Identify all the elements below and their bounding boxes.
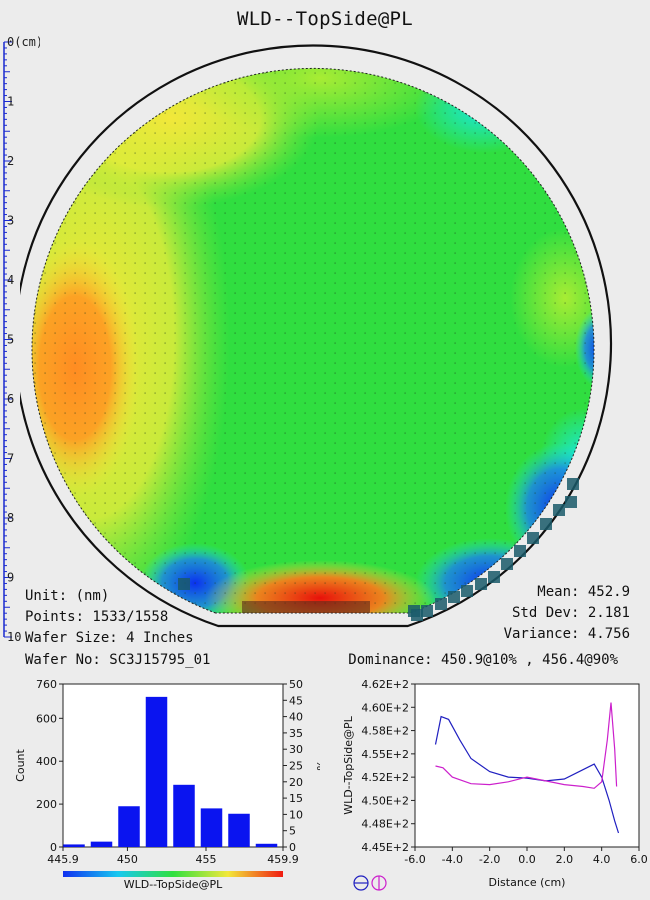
defect-square (565, 496, 577, 508)
y-tick-label: 0 (50, 841, 57, 854)
y-tick-label: 4.55E+2 (361, 748, 409, 761)
ruler-label: 4 (7, 273, 14, 287)
y2-tick-label: 50 (289, 678, 303, 691)
y-tick-label: 4.48E+2 (361, 818, 409, 831)
defect-square (488, 571, 500, 583)
defect-block (242, 601, 370, 613)
histogram-bar (145, 696, 168, 847)
page-title: WLD--TopSide@PL (236, 8, 414, 30)
y2-tick-label: 10 (289, 808, 303, 821)
defect-square (421, 605, 433, 617)
dominance-label: Dominance: 450.9@10% , 456.4@90% (348, 652, 618, 668)
x-tick-label: 2.0 (556, 853, 574, 866)
y2-tick-label: 30 (289, 743, 303, 756)
y2-tick-label: 15 (289, 792, 303, 805)
defect-square (435, 598, 447, 610)
defect-square (514, 545, 526, 557)
y-tick-label: 4.58E+2 (361, 725, 409, 738)
defect-square (475, 578, 487, 590)
mean-label: Mean: 452.9 (537, 584, 630, 600)
y2-tick-label: 35 (289, 727, 303, 740)
x-tick-label: -6.0 (404, 853, 425, 866)
defect-square (178, 578, 190, 590)
wafer-size-label: Wafer Size: 4 Inches (25, 630, 194, 646)
defect-square (540, 518, 552, 530)
ruler-label: 7 (7, 452, 14, 466)
y-axis-label: Count (14, 748, 27, 781)
x-tick-label: 4.0 (593, 853, 611, 866)
y2-axis-label: % (314, 760, 320, 770)
histogram-bar (228, 813, 250, 847)
x-tick-label: 450 (117, 853, 138, 866)
y2-tick-label: 45 (289, 694, 303, 707)
variance-label: Variance: 4.756 (503, 626, 630, 642)
defect-square (527, 532, 539, 544)
x-tick-label: -2.0 (479, 853, 500, 866)
x-axis-label: WLD--TopSide@PL (124, 878, 223, 891)
defect-square (501, 558, 513, 570)
y-tick-label: 4.60E+2 (361, 701, 409, 714)
y-tick-label: 4.50E+2 (361, 794, 409, 807)
y-tick-label: 4.62E+2 (361, 678, 409, 691)
y-tick-label: 4.52E+2 (361, 771, 409, 784)
defect-square (553, 504, 565, 516)
defect-square (567, 478, 579, 490)
vertical-ruler: 0(cm) 1 2 3 4 5 6 7 8 9 10 (3, 35, 40, 644)
defect-square (411, 609, 423, 621)
y-tick-label: 760 (36, 678, 57, 691)
ruler-label: 3 (7, 214, 14, 228)
defect-square (461, 585, 473, 597)
color-scale-bar (63, 871, 283, 877)
vertical-profile-icon[interactable] (371, 875, 387, 891)
histogram-bar (63, 844, 85, 847)
x-tick-label: -4.0 (442, 853, 463, 866)
y2-tick-label: 20 (289, 776, 303, 789)
ruler-label: 6 (7, 392, 14, 406)
x-tick-label: 455 (196, 853, 217, 866)
defect-squares (178, 478, 579, 621)
histogram-plot-area (62, 683, 284, 848)
histogram-bar (173, 784, 195, 847)
y2-tick-label: 0 (289, 841, 296, 854)
std-dev-label: Std Dev: 2.181 (511, 605, 630, 621)
ruler-label: 5 (7, 333, 14, 347)
ruler-label: 1 (7, 95, 14, 109)
wafer-map (20, 44, 613, 628)
x-tick-label: 0.0 (518, 853, 536, 866)
horizontal-profile-icon[interactable] (353, 875, 369, 891)
y2-tick-label: 25 (289, 760, 303, 773)
ruler-label: 10 (7, 630, 21, 644)
unit-label: Unit: (nm) (25, 588, 110, 604)
line-plot-area (414, 683, 640, 848)
y-tick-label: 4.45E+2 (361, 841, 409, 854)
y-tick-label: 200 (36, 798, 57, 811)
x-tick-label: 6.0 (630, 853, 648, 866)
ruler-label: 2 (7, 154, 14, 168)
line-profile-chart: 4.45E+2 4.48E+2 4.50E+2 4.52E+2 4.55E+2 4.58E… (342, 678, 648, 891)
histogram-chart: 0 200 400 600 760 0 5 10 15 20 25 30 35 40 45 50 445.9 45… (14, 678, 320, 891)
x-tick-label: 445.9 (47, 853, 79, 866)
x-axis-label: Distance (cm) (489, 876, 566, 889)
defect-square (448, 591, 460, 603)
points-label: Points: 1533/1558 (25, 609, 169, 625)
ruler-label: 8 (7, 511, 14, 525)
ruler-label: 9 (7, 571, 14, 585)
y2-tick-label: 5 (289, 825, 296, 838)
y-axis-label: WLD--TopSide@PL (342, 715, 355, 814)
y2-tick-label: 40 (289, 711, 303, 724)
ruler-label: 0(cm) (7, 35, 40, 49)
profile-line-2 (435, 702, 618, 789)
histogram-bar (90, 841, 113, 847)
histogram-bar (118, 806, 140, 847)
histogram-bar (200, 808, 223, 847)
wafer-no-label: Wafer No: SC3J15795_01 (25, 652, 211, 668)
y-tick-label: 400 (36, 755, 57, 768)
y-tick-label: 600 (36, 712, 57, 725)
histogram-bar (255, 843, 278, 847)
x-tick-label: 459.9 (267, 853, 299, 866)
